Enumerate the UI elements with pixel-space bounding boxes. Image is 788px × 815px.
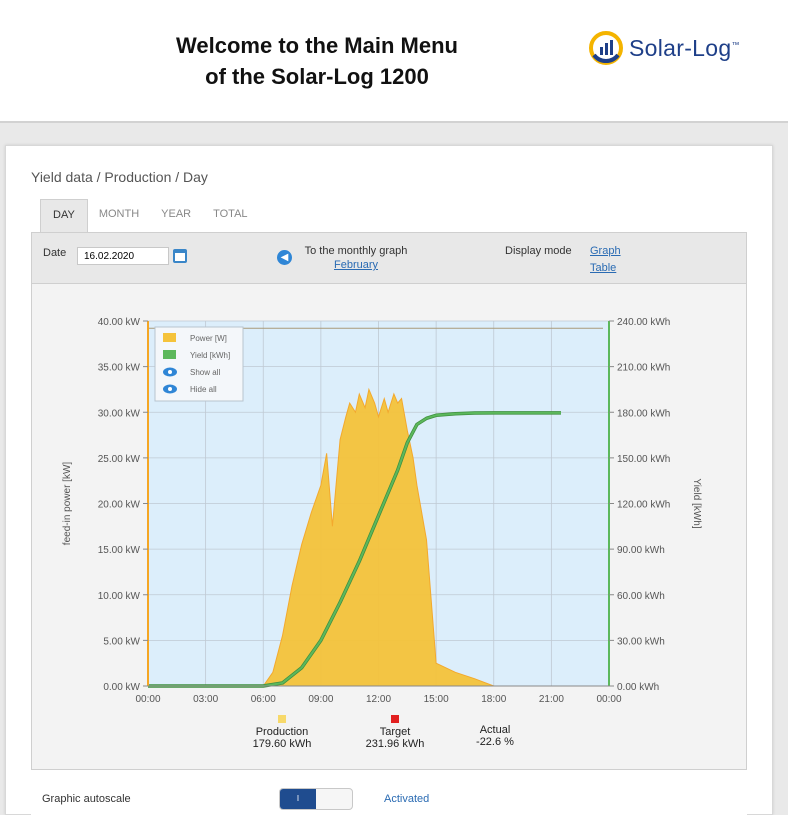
- autoscale-toggle[interactable]: I: [279, 788, 353, 810]
- legend-label: Hide all: [190, 385, 217, 394]
- production-label: Production: [255, 726, 309, 738]
- y-tick-label: 5.00 kW: [103, 636, 140, 647]
- yield-chart: 0.00 kW 5.00 kW 10.00 kW 15.00 kW 20.00 kW 25…: [62, 317, 702, 705]
- x-tick-label: 09:00: [308, 694, 333, 705]
- monthly-graph-link[interactable]: February: [333, 259, 379, 271]
- back-arrow-icon[interactable]: ◀: [277, 250, 292, 265]
- monthly-graph-label: To the monthly graph: [304, 245, 408, 257]
- x-tick-label: 15:00: [424, 694, 449, 705]
- y2-tick-label: 240.00 kWh: [617, 317, 670, 328]
- legend-swatch: [163, 333, 176, 342]
- tab-month[interactable]: MONTH: [98, 208, 140, 220]
- x-tick-label: 06:00: [251, 694, 276, 705]
- legend-label: Power [W]: [190, 334, 227, 343]
- tab-year[interactable]: YEAR: [161, 208, 192, 220]
- breadcrumb: Yield data / Production / Day: [31, 169, 208, 185]
- production-value: 179.60 kWh: [252, 738, 312, 750]
- legend-label: Yield [kWh]: [190, 351, 230, 360]
- y2-tick-label: 60.00 kWh: [617, 591, 665, 602]
- solar-log-logo: Solar-Log™: [589, 30, 740, 66]
- y-axis-title: feed-in power [kW]: [62, 462, 73, 546]
- autoscale-label: Graphic autoscale: [42, 793, 131, 805]
- tab-total[interactable]: TOTAL: [213, 208, 248, 220]
- power-area: [148, 387, 609, 687]
- y-tick-label: 10.00 kW: [98, 591, 141, 602]
- y2-tick-label: 180.00 kWh: [617, 408, 670, 419]
- y-tick-label: 35.00 kW: [98, 363, 141, 374]
- legend-label: Show all: [190, 368, 220, 377]
- production-swatch: [278, 715, 286, 723]
- y-tick-label: 40.00 kW: [98, 317, 141, 328]
- y2-axis-title: Yield [kWh]: [691, 478, 702, 528]
- yield-line: [148, 411, 561, 687]
- summary-actual: Actual -22.6 %: [457, 724, 533, 748]
- target-value: 231.96 kWh: [365, 738, 425, 750]
- y2-tick-label: 150.00 kWh: [617, 454, 670, 465]
- x-tick-label: 03:00: [193, 694, 218, 705]
- y-tick-label: 20.00 kW: [98, 500, 141, 511]
- y2-tick-label: 0.00 kWh: [617, 682, 659, 693]
- solar-log-logo-icon: [589, 31, 623, 65]
- y2-tick-label: 210.00 kWh: [617, 363, 670, 374]
- logo-text: Solar-Log™: [629, 34, 740, 61]
- chart-legend: Power [W] Yield [kWh] Show all Hide all: [154, 326, 244, 402]
- date-label: Date: [43, 247, 67, 259]
- autoscale-status: Activated: [384, 793, 430, 805]
- actual-label: Actual: [479, 724, 511, 736]
- page-header: Welcome to the Main Menu of the Solar-Lo…: [0, 0, 788, 120]
- display-mode-graph-link[interactable]: Graph: [590, 245, 621, 257]
- welcome-line-1: Welcome to the Main Menu: [176, 33, 458, 58]
- calendar-icon[interactable]: [173, 249, 187, 263]
- y-tick-label: 0.00 kW: [103, 682, 140, 693]
- eye-icon-pupil: [168, 370, 172, 374]
- summary-production: Production 179.60 kWh: [239, 714, 325, 750]
- x-tick-label: 21:00: [539, 694, 564, 705]
- summary-target: Target 231.96 kWh: [352, 714, 438, 750]
- x-tick-label: 18:00: [481, 694, 506, 705]
- y-tick-label: 15.00 kW: [98, 545, 141, 556]
- welcome-line-2: of the Solar-Log 1200: [205, 64, 429, 89]
- y-tick-label: 25.00 kW: [98, 454, 141, 465]
- actual-value: -22.6 %: [476, 736, 514, 748]
- y-tick-label: 30.00 kW: [98, 408, 141, 419]
- date-input[interactable]: [77, 247, 169, 265]
- x-tick-label: 12:00: [366, 694, 391, 705]
- x-tick-label: 00:00: [135, 694, 160, 705]
- autoscale-toggle-knob[interactable]: I: [280, 789, 316, 809]
- y2-tick-label: 30.00 kWh: [617, 636, 665, 647]
- legend-swatch: [163, 350, 176, 359]
- x-tick-label: 00:00: [596, 694, 621, 705]
- chart-area: 0.00 kW 5.00 kW 10.00 kW 15.00 kW 20.00 kW 25…: [31, 284, 747, 769]
- period-tabs: DAY MONTH YEAR TOTAL: [40, 199, 259, 232]
- y2-tick-label: 120.00 kWh: [617, 500, 670, 511]
- eye-icon-pupil: [168, 387, 172, 391]
- date-toolbar: Date ◀ To the monthly graph February Dis…: [31, 232, 747, 284]
- y2-tick-label: 90.00 kWh: [617, 545, 665, 556]
- display-mode-label: Display mode: [505, 245, 572, 257]
- target-swatch: [391, 715, 399, 723]
- autoscale-row: Graphic autoscale I Activated: [31, 769, 747, 815]
- target-label: Target: [379, 726, 411, 738]
- tab-day[interactable]: DAY: [40, 199, 88, 232]
- welcome-title: Welcome to the Main Menu of the Solar-Lo…: [0, 30, 634, 92]
- display-mode-table-link[interactable]: Table: [590, 262, 617, 274]
